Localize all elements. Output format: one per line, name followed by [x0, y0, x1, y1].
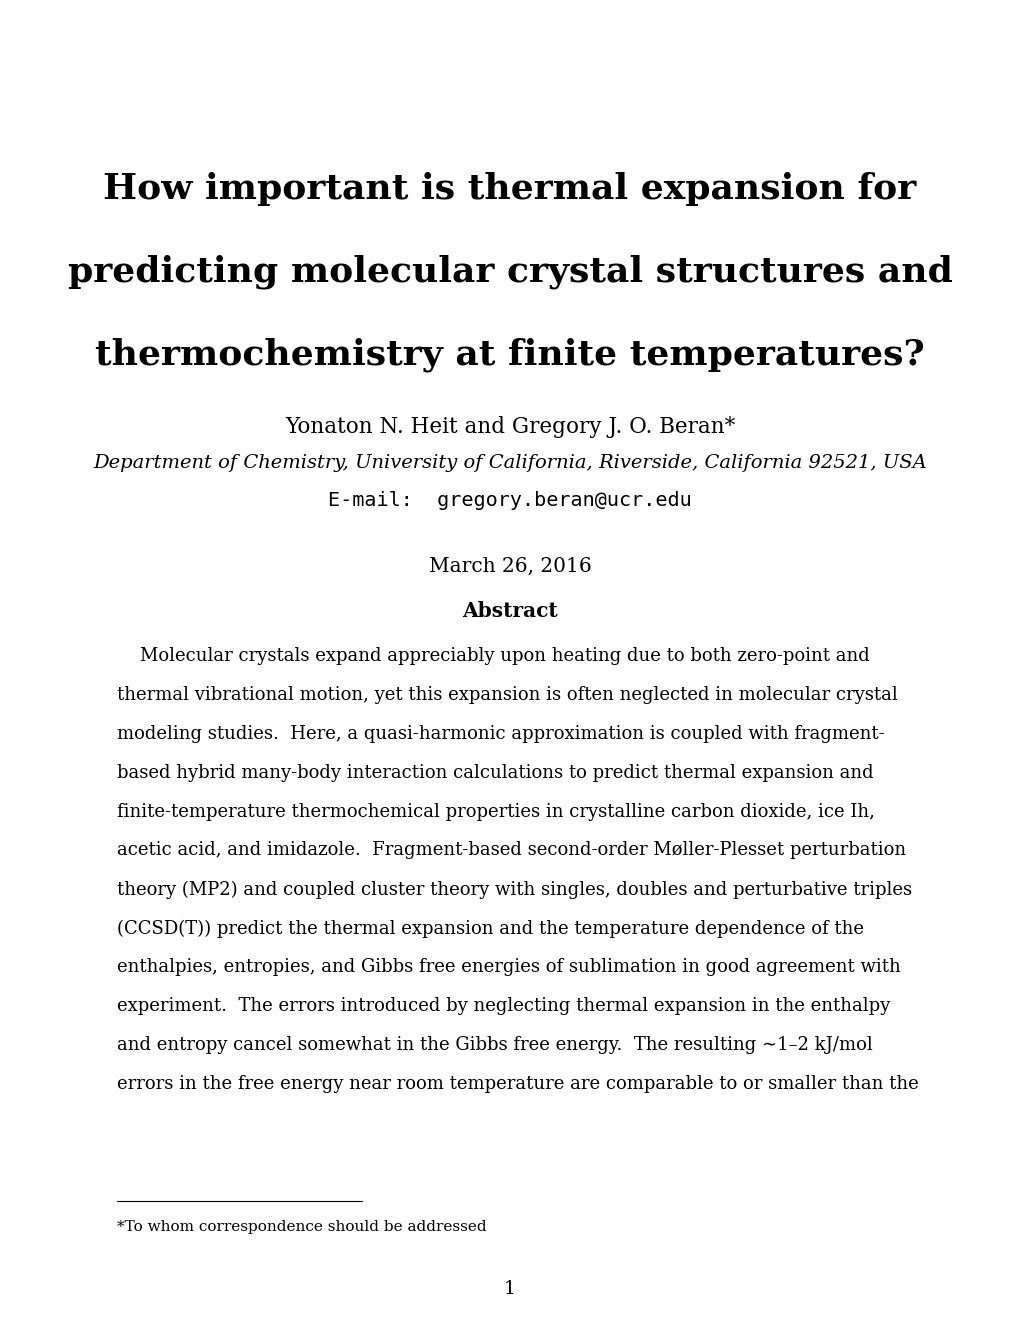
Text: enthalpies, entropies, and Gibbs free energies of sublimation in good agreement : enthalpies, entropies, and Gibbs free en…	[117, 958, 900, 977]
Text: theory (MP2) and coupled cluster theory with singles, doubles and perturbative t: theory (MP2) and coupled cluster theory …	[117, 880, 912, 899]
Text: predicting molecular crystal structures and: predicting molecular crystal structures …	[67, 255, 952, 289]
Text: thermochemistry at finite temperatures?: thermochemistry at finite temperatures?	[95, 338, 924, 372]
Text: March 26, 2016: March 26, 2016	[428, 557, 591, 576]
Text: Abstract: Abstract	[462, 601, 557, 620]
Text: errors in the free energy near room temperature are comparable to or smaller tha: errors in the free energy near room temp…	[117, 1074, 918, 1093]
Text: Molecular crystals expand appreciably upon heating due to both zero-point and: Molecular crystals expand appreciably up…	[117, 647, 869, 665]
Text: and entropy cancel somewhat in the Gibbs free energy.  The resulting ∼1–2 kJ/mol: and entropy cancel somewhat in the Gibbs…	[117, 1036, 872, 1055]
Text: thermal vibrational motion, yet this expansion is often neglected in molecular c: thermal vibrational motion, yet this exp…	[117, 685, 897, 704]
Text: Yonaton N. Heit and Gregory J. O. Beran*: Yonaton N. Heit and Gregory J. O. Beran*	[284, 416, 735, 438]
Text: based hybrid many-body interaction calculations to predict thermal expansion and: based hybrid many-body interaction calcu…	[117, 763, 873, 781]
Text: acetic acid, and imidazole.  Fragment-based second-order Møller-Plesset perturba: acetic acid, and imidazole. Fragment-bas…	[117, 841, 906, 859]
Text: finite-temperature thermochemical properties in crystalline carbon dioxide, ice : finite-temperature thermochemical proper…	[117, 803, 874, 821]
Text: Department of Chemistry, University of California, Riverside, California 92521, : Department of Chemistry, University of C…	[93, 454, 926, 473]
Text: 1: 1	[503, 1280, 516, 1299]
Text: *To whom correspondence should be addressed: *To whom correspondence should be addres…	[117, 1220, 486, 1234]
Text: How important is thermal expansion for: How important is thermal expansion for	[103, 172, 916, 206]
Text: (CCSD(T)) predict the thermal expansion and the temperature dependence of the: (CCSD(T)) predict the thermal expansion …	[117, 919, 863, 937]
Text: experiment.  The errors introduced by neglecting thermal expansion in the enthal: experiment. The errors introduced by neg…	[117, 997, 890, 1015]
Text: modeling studies.  Here, a quasi-harmonic approximation is coupled with fragment: modeling studies. Here, a quasi-harmonic…	[117, 725, 884, 743]
Text: E-mail:  gregory.beran@ucr.edu: E-mail: gregory.beran@ucr.edu	[328, 491, 691, 510]
